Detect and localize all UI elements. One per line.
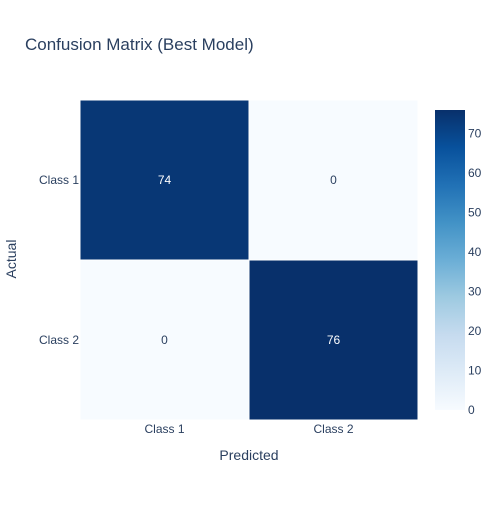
y-tick-label-2: Class 2 — [39, 333, 79, 347]
cell-value-r1-c2: 0 — [330, 173, 337, 187]
heatmap-cell-r2-c2 — [249, 260, 418, 420]
cell-value-r1-c1: 74 — [158, 173, 172, 187]
x-axis-title: Predicted — [219, 447, 278, 463]
colorbar-tick-label-5: 40 — [468, 245, 482, 259]
colorbar — [435, 110, 465, 410]
heatmap-cell-r1-c1 — [80, 100, 249, 260]
heatmap-cell-r2-c1 — [80, 260, 249, 420]
colorbar-tick-label-7: 60 — [468, 166, 482, 180]
x-tick-label-2: Class 2 — [313, 422, 353, 436]
heatmap-cell-labels: 74 0 0 76 — [158, 173, 341, 347]
x-axis-ticks: Class 1 Class 2 — [144, 422, 353, 436]
x-tick-label-1: Class 1 — [144, 422, 184, 436]
colorbar-tick-label-8: 70 — [468, 127, 482, 141]
colorbar-tick-label-2: 10 — [468, 364, 482, 378]
cell-value-r2-c2: 76 — [327, 333, 341, 347]
colorbar-tick-label-3: 20 — [468, 324, 482, 338]
heatmap-cell-r1-c2 — [249, 100, 418, 260]
colorbar-tick-label-6: 50 — [468, 206, 482, 220]
colorbar-ticks: 0 10 20 30 40 50 60 70 — [468, 127, 482, 417]
cell-value-r2-c1: 0 — [161, 333, 168, 347]
colorbar-tick-label-1: 0 — [468, 403, 475, 417]
chart-title: Confusion Matrix (Best Model) — [25, 35, 254, 54]
heatmap-cells — [80, 100, 418, 420]
y-axis-title: Actual — [3, 240, 19, 279]
colorbar-tick-label-4: 30 — [468, 285, 482, 299]
y-tick-label-1: Class 1 — [39, 173, 79, 187]
y-axis-ticks: Class 1 Class 2 — [39, 173, 79, 347]
